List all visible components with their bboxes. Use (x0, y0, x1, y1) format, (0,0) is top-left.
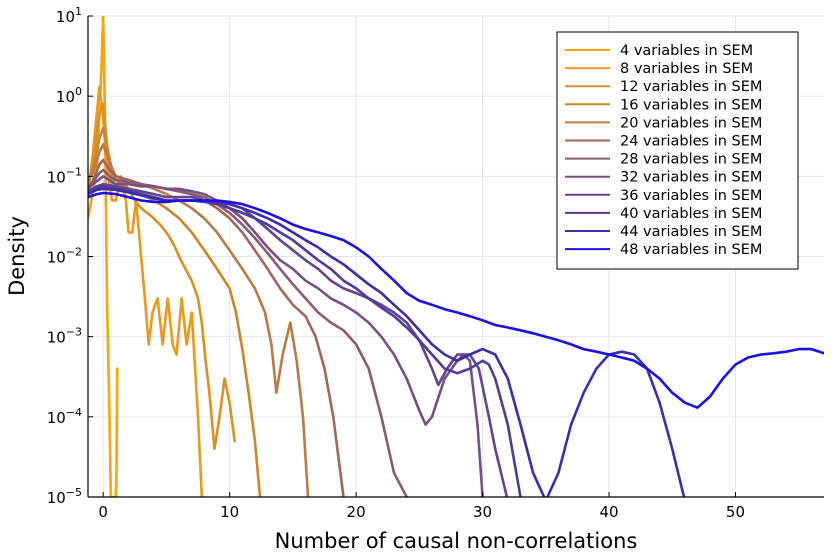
y-tick-label-4: 10−1 (47, 165, 82, 186)
legend-label-10: 40 variables in SEM (620, 206, 762, 222)
x-axis-title: Number of causal non-correlations (275, 529, 638, 553)
legend-label-12: 48 variables in SEM (620, 242, 762, 258)
legend-label-11: 44 variables in SEM (620, 224, 762, 240)
x-tick-label-2: 20 (347, 503, 366, 521)
legend-label-2: 8 variables in SEM (620, 61, 753, 77)
x-tick-label-5: 50 (726, 503, 745, 521)
y-tick-label-3: 10−2 (47, 246, 82, 267)
x-tick-label-4: 40 (599, 503, 618, 521)
series-line-4 (88, 126, 262, 497)
x-tick-label-0: 0 (98, 503, 108, 521)
legend-label-6: 24 variables in SEM (620, 134, 762, 150)
legend: 4 variables in SEM 8 variables in SEM 12 v… (556, 31, 799, 270)
y-tick-label-1: 10−4 (47, 406, 82, 427)
legend-label-4: 16 variables in SEM (620, 97, 762, 113)
legend-label-3: 12 variables in SEM (620, 79, 762, 95)
series-line-7 (88, 168, 408, 497)
y-axis-title: Density (5, 216, 29, 296)
series-line-1 (88, 16, 119, 497)
series-line-12 (88, 191, 824, 409)
x-ticks: 0 10 20 30 40 50 (98, 492, 745, 521)
series-layer (88, 16, 824, 497)
legend-items: 4 variables in SEM 8 variables in SEM 12 v… (565, 43, 762, 258)
legend-box (556, 31, 799, 270)
legend-label-1: 4 variables in SEM (620, 43, 753, 59)
y-ticks: 10−5 10−4 10−3 10−2 10−1 100 101 (47, 5, 93, 507)
legend-label-7: 28 variables in SEM (620, 152, 762, 168)
y-tick-label-6: 101 (56, 5, 82, 26)
x-tick-label-3: 30 (473, 503, 492, 521)
legend-label-9: 36 variables in SEM (620, 188, 762, 204)
series-line-8 (88, 175, 484, 497)
legend-label-5: 20 variables in SEM (620, 115, 762, 131)
y-tick-label-0: 10−5 (47, 486, 82, 507)
x-tick-label-1: 10 (220, 503, 239, 521)
y-tick-label-2: 10−3 (47, 326, 82, 347)
series-line-5 (88, 143, 310, 497)
y-tick-label-5: 100 (56, 85, 82, 106)
legend-label-8: 32 variables in SEM (620, 170, 762, 186)
